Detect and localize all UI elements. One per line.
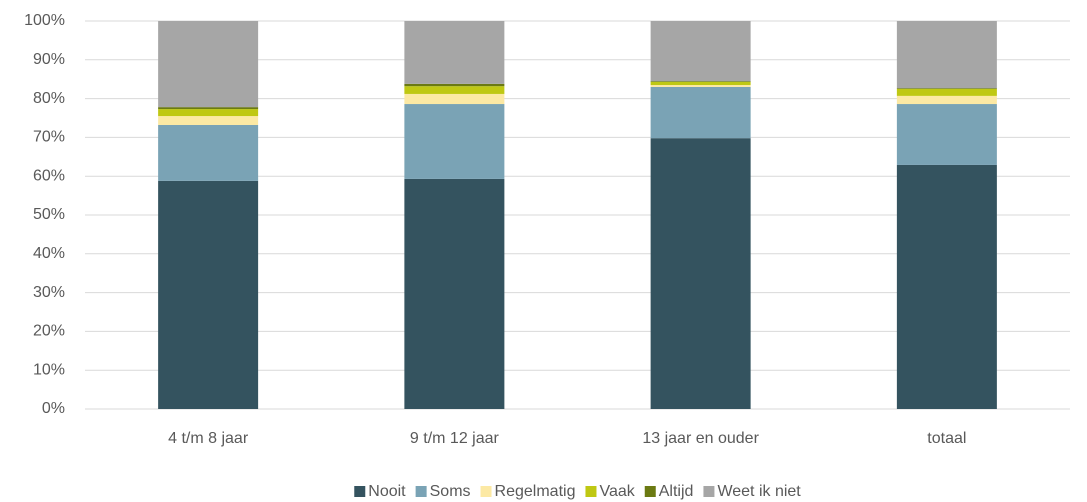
legend-swatch [585, 486, 597, 497]
legend-label: Nooit [368, 483, 406, 500]
bar-segment [650, 138, 751, 409]
bar-segment [896, 88, 997, 89]
x-tick-label: 13 jaar en ouder [642, 430, 759, 447]
y-tick-label: 100% [24, 12, 65, 29]
y-tick-label: 30% [33, 284, 65, 301]
legend-swatch [354, 486, 366, 497]
legend-label: Soms [430, 483, 471, 500]
bar-segment [650, 86, 751, 139]
x-tick-label: 4 t/m 8 jaar [168, 430, 249, 447]
bar-segment [158, 109, 259, 117]
bar-segment [650, 81, 751, 82]
bar-segment [404, 104, 505, 179]
bar-segment [404, 86, 505, 94]
legend-swatch [480, 486, 492, 497]
bar-segment [896, 21, 997, 89]
bar-segment [404, 93, 505, 105]
legend-swatch [415, 486, 427, 497]
bar-segment [896, 88, 997, 96]
y-tick-label: 80% [33, 90, 65, 107]
y-tick-label: 50% [33, 206, 65, 223]
bar-segment [158, 116, 259, 125]
y-tick-label: 70% [33, 129, 65, 146]
y-tick-label: 40% [33, 245, 65, 262]
y-tick-label: 60% [33, 167, 65, 184]
bar-segment [404, 83, 505, 87]
legend-label: Vaak [599, 483, 635, 500]
bar-segment [896, 95, 997, 105]
y-tick-label: 10% [33, 361, 65, 378]
bar-segment [896, 164, 997, 409]
y-tick-label: 90% [33, 51, 65, 68]
bar-segment [158, 107, 259, 110]
legend-swatch [644, 486, 656, 497]
y-tick-label: 20% [33, 323, 65, 340]
bar-segment [404, 178, 505, 409]
x-tick-label: 9 t/m 12 jaar [410, 430, 500, 447]
bar-segment [896, 104, 997, 165]
legend-label: Weet ik niet [717, 483, 801, 500]
bar-segment [650, 81, 751, 86]
bar-segment [650, 21, 751, 82]
legend-label: Altijd [659, 483, 694, 500]
x-tick-label: totaal [927, 430, 966, 447]
legend-label: Regelmatig [495, 483, 576, 500]
bar-segment [404, 21, 505, 84]
legend-swatch [703, 486, 715, 497]
bar-segment [158, 180, 259, 409]
bar-segment [650, 85, 751, 87]
bar-segment [158, 124, 259, 181]
y-tick-label: 0% [42, 400, 65, 417]
bar-segment [158, 21, 259, 108]
